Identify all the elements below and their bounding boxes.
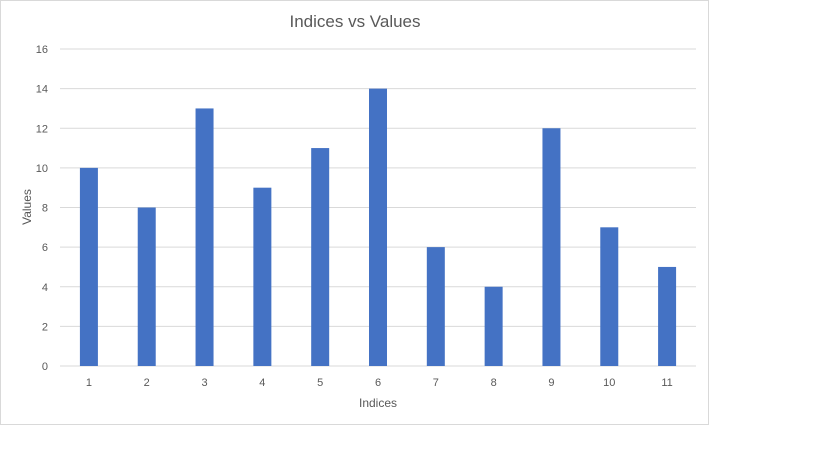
y-tick-label: 0	[42, 361, 48, 373]
bar-4	[253, 187, 272, 366]
y-tick-label: 8	[42, 203, 48, 215]
bar-7	[426, 247, 445, 366]
x-tick-label: 5	[317, 377, 323, 389]
bar-10	[600, 227, 619, 366]
bar-6	[369, 88, 387, 366]
x-tick-label: 1	[86, 377, 92, 389]
bar-11	[658, 266, 677, 366]
bar-3	[195, 108, 214, 366]
chart-frame	[0, 0, 709, 425]
bar-9	[542, 128, 561, 366]
y-axis-title: Values	[20, 189, 34, 225]
x-tick-label: 11	[661, 377, 672, 389]
y-tick-label: 16	[36, 44, 48, 56]
x-axis-ticks: 1 2 3 4 5 6 7 8 9 10 11	[86, 377, 673, 389]
y-tick-label: 12	[36, 123, 48, 135]
x-tick-label: 10	[603, 377, 615, 389]
y-axis-ticks: 0 2 4 6 8 10 12 14 16	[36, 44, 48, 373]
y-tick-label: 10	[36, 163, 48, 175]
bar-5	[311, 148, 330, 366]
y-tick-label: 2	[42, 321, 48, 333]
bar-8	[484, 286, 503, 366]
y-tick-label: 6	[42, 242, 48, 254]
x-tick-label: 9	[548, 377, 554, 389]
x-tick-label: 6	[375, 377, 381, 389]
x-tick-label: 2	[144, 377, 150, 389]
x-tick-label: 4	[259, 377, 265, 389]
x-tick-label: 3	[201, 377, 207, 389]
bar-2	[137, 207, 156, 366]
x-axis-title: Indices	[359, 396, 397, 410]
y-tick-label: 14	[36, 84, 48, 96]
bar-1	[79, 167, 98, 366]
bars	[79, 88, 677, 366]
x-tick-label: 7	[433, 377, 439, 389]
chart-title: Indices vs Values	[289, 12, 420, 31]
x-tick-label: 8	[491, 377, 497, 389]
y-tick-label: 4	[42, 282, 48, 294]
